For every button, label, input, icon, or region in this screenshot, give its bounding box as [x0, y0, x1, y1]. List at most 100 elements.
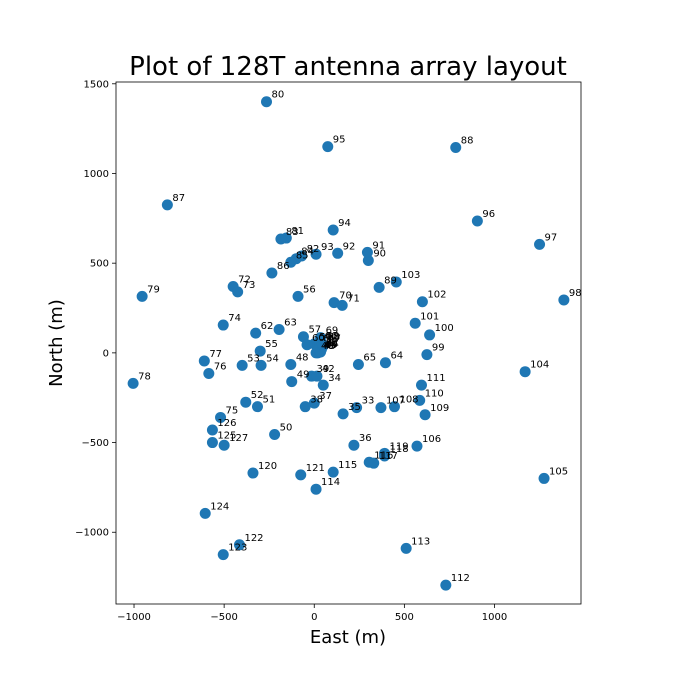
- point-label: 51: [262, 395, 275, 406]
- x-tick-label: 1000: [482, 612, 507, 623]
- point-label: 96: [482, 209, 495, 220]
- point-label: 89: [384, 275, 397, 286]
- point-label: 67: [328, 334, 341, 345]
- data-point: [250, 327, 262, 339]
- point-label: 101: [420, 311, 439, 322]
- points-layer: [127, 96, 570, 591]
- plot-frame: [115, 81, 582, 605]
- point-label: 77: [209, 349, 222, 360]
- data-point: [310, 483, 322, 495]
- data-point: [327, 224, 339, 236]
- point-label: 103: [401, 270, 420, 281]
- point-label: 78: [138, 371, 151, 382]
- data-point: [409, 317, 421, 329]
- point-label: 84: [301, 247, 314, 258]
- point-label: 34: [328, 373, 341, 384]
- point-label: 126: [217, 418, 236, 429]
- point-label: 61: [323, 334, 336, 345]
- data-point: [411, 440, 423, 452]
- data-point: [348, 439, 360, 451]
- data-point: [538, 472, 550, 484]
- point-label: 119: [390, 441, 409, 452]
- data-point: [127, 377, 139, 389]
- point-label: 127: [229, 433, 248, 444]
- point-label: 114: [321, 477, 340, 488]
- point-label: 104: [530, 360, 549, 371]
- point-label: 99: [432, 343, 445, 354]
- data-point: [317, 379, 329, 391]
- point-label: 57: [308, 325, 321, 336]
- data-point: [361, 246, 373, 258]
- data-point: [415, 379, 427, 391]
- point-label: 44: [324, 340, 337, 351]
- plot-area: [116, 82, 581, 604]
- point-label: 118: [390, 444, 409, 455]
- point-label: 105: [549, 466, 568, 477]
- point-label: 52: [251, 390, 264, 401]
- data-point: [379, 447, 391, 459]
- point-label: 124: [210, 501, 229, 512]
- data-point: [275, 233, 287, 245]
- data-point: [421, 349, 433, 361]
- data-point: [424, 329, 436, 341]
- point-label: 115: [338, 460, 357, 471]
- point-label: 88: [461, 135, 474, 146]
- point-label: 95: [333, 135, 346, 146]
- point-label: 47: [326, 340, 339, 351]
- point-label: 100: [435, 323, 454, 334]
- data-point: [217, 319, 229, 331]
- data-point: [416, 296, 428, 308]
- data-point: [233, 539, 245, 551]
- data-point: [450, 141, 462, 153]
- data-point: [375, 402, 387, 414]
- point-label: 64: [390, 351, 403, 362]
- data-point: [247, 467, 259, 479]
- point-label: 46: [326, 339, 339, 350]
- point-label: 93: [321, 242, 334, 253]
- point-label: 83: [286, 227, 299, 238]
- point-label: 43: [323, 341, 336, 352]
- point-label: 56: [303, 284, 316, 295]
- point-label: 55: [265, 339, 278, 350]
- data-point: [254, 345, 266, 357]
- point-label: 80: [271, 90, 284, 101]
- data-point: [471, 215, 483, 227]
- point-label: 49: [297, 370, 310, 381]
- point-label: 40: [321, 341, 334, 352]
- point-label: 87: [172, 193, 185, 204]
- data-point: [414, 394, 426, 406]
- point-label: 72: [238, 274, 251, 285]
- data-point: [136, 290, 148, 302]
- data-point: [273, 324, 285, 336]
- data-point: [240, 396, 252, 408]
- point-label: 54: [266, 353, 279, 364]
- data-point: [379, 357, 391, 369]
- data-point: [310, 248, 322, 260]
- point-label: 111: [426, 373, 445, 384]
- data-point: [206, 437, 218, 449]
- point-label: 91: [372, 240, 385, 251]
- point-label: 73: [243, 280, 256, 291]
- point-label: 125: [217, 431, 236, 442]
- point-label: 62: [261, 321, 274, 332]
- point-label: 36: [359, 433, 372, 444]
- data-point: [311, 370, 323, 382]
- point-label: 81: [291, 226, 304, 237]
- data-point: [337, 408, 349, 420]
- y-tick-label: 0: [103, 348, 109, 359]
- point-label: 92: [343, 241, 356, 252]
- data-point: [315, 332, 327, 344]
- point-label: 94: [338, 218, 351, 229]
- point-label: 39: [317, 364, 330, 375]
- data-point: [390, 276, 402, 288]
- data-point: [558, 294, 570, 306]
- point-label: 45: [325, 340, 338, 351]
- point-label: 107: [386, 396, 405, 407]
- data-point: [236, 359, 248, 371]
- point-label: 66: [325, 331, 338, 342]
- data-point: [161, 199, 173, 211]
- data-point: [198, 355, 210, 367]
- data-point: [285, 359, 297, 371]
- point-label: 116: [374, 450, 393, 461]
